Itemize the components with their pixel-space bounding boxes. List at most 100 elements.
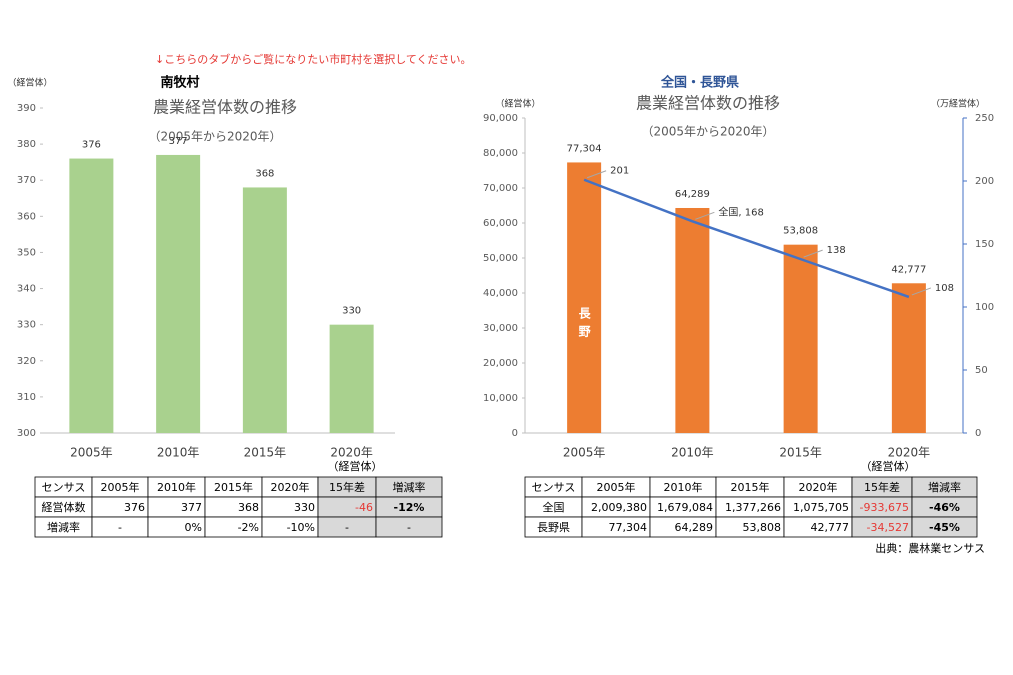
y-tick-label: 40,000: [483, 288, 518, 299]
x-tick-label: 2005年: [70, 446, 113, 460]
bar: [675, 207, 710, 433]
x-tick-label: 2010年: [157, 446, 200, 460]
table-value: 全国: [543, 500, 565, 514]
table-value: 1,075,705: [793, 501, 849, 514]
y2-tick-label: 150: [975, 239, 994, 250]
y-tick-label: 380: [17, 139, 36, 150]
line-value-label: 108: [935, 283, 954, 294]
table-value: -46%: [929, 501, 960, 514]
table-header: 2015年: [214, 480, 253, 494]
y-tick-label: 340: [17, 284, 36, 295]
x-tick-label: 2015年: [244, 446, 287, 460]
table-value: 77,304: [609, 521, 648, 534]
chart-header: 南牧村: [160, 75, 199, 91]
bar: [329, 324, 374, 433]
bar-value-label: 377: [169, 136, 188, 147]
table-value: -34,527: [867, 521, 909, 534]
table-value: 1,679,084: [657, 501, 713, 514]
y2-axis-label: （万経営体）: [931, 98, 985, 110]
bar-value-label: 42,777: [891, 264, 926, 275]
x-tick-label: 2020年: [330, 446, 373, 460]
table-value: 長野県: [537, 521, 570, 534]
table-value: -45%: [929, 521, 960, 534]
table-header: 15年差: [864, 480, 900, 494]
y2-tick-label: 200: [975, 176, 994, 187]
y-tick-label: 330: [17, 320, 36, 331]
table-unit: （経営体）: [861, 459, 916, 473]
table-value: -10%: [287, 521, 315, 534]
chart-title: 農業経営体数の推移: [636, 94, 780, 113]
line-value-label: 138: [827, 245, 846, 256]
y-tick-label: 350: [17, 247, 36, 258]
table-header: センサス: [42, 481, 86, 494]
y-tick-label: 310: [17, 392, 36, 403]
table-value: 64,289: [675, 521, 714, 534]
source: 出典：農林業センサス: [875, 541, 985, 555]
y-tick-label: 60,000: [483, 218, 518, 229]
bar: [891, 283, 926, 433]
table-header: 2020年: [271, 480, 310, 494]
table-header: 2005年: [597, 480, 636, 494]
table-value: 53,808: [743, 521, 782, 534]
bar-value-label: 64,289: [675, 189, 710, 200]
x-tick-label: 2020年: [888, 446, 931, 460]
table-value: 増減率: [47, 520, 80, 534]
table-header: 2005年: [101, 480, 140, 494]
x-tick-label: 2005年: [563, 446, 606, 460]
y-tick-label: 20,000: [483, 358, 518, 369]
y-tick-label: 360: [17, 211, 36, 222]
y2-tick-label: 100: [975, 302, 994, 313]
leader-line: [911, 287, 932, 296]
chart-subtitle: （2005年から2020年）: [148, 130, 281, 144]
table-value: -: [345, 521, 349, 534]
bar: [156, 154, 201, 433]
table-cell: [911, 516, 978, 538]
line: [583, 178, 910, 299]
y-tick-label: 10,000: [483, 393, 518, 404]
table-value: 330: [294, 501, 315, 514]
leader-line: [695, 211, 715, 220]
y2-tick-label: 50: [975, 365, 988, 376]
table-value: 2,009,380: [591, 501, 647, 514]
bar-value-label: 376: [82, 140, 101, 151]
table-value: 368: [238, 501, 259, 514]
table-value: -933,675: [860, 501, 909, 514]
line-value-label: 全国, 168: [718, 205, 763, 218]
chart-title: 農業経営体数の推移: [153, 98, 297, 117]
table-value: 376: [124, 501, 145, 514]
y-tick-label: 50,000: [483, 253, 518, 264]
y-tick-label: 390: [17, 103, 36, 114]
y2-tick-label: 0: [975, 428, 981, 439]
table-unit: （経営体）: [328, 459, 383, 473]
bar-value-label: 330: [342, 306, 361, 317]
table-header: 2020年: [799, 480, 838, 494]
table-header: 2010年: [157, 480, 196, 494]
table-value: -: [407, 521, 411, 534]
table-value: -2%: [238, 521, 259, 534]
table-cell: [375, 516, 443, 538]
table-value: 0%: [185, 521, 202, 534]
table-value: 42,777: [811, 521, 850, 534]
notice: ↓こちらのタブからご覧になりたい市町村を選択してください。: [155, 52, 472, 66]
bar-value-label: 368: [255, 168, 274, 179]
series-label: 長野: [577, 306, 591, 343]
bar: [242, 187, 287, 433]
table-header: 2015年: [731, 480, 770, 494]
bar-value-label: 53,808: [783, 226, 818, 237]
table-header: 増減率: [393, 480, 426, 494]
y-tick-label: 370: [17, 175, 36, 186]
y-axis-label: （経営体）: [495, 98, 540, 110]
table-value: 1,377,266: [725, 501, 781, 514]
y-axis-label: （経営体）: [7, 77, 52, 89]
table-value: -46: [355, 501, 373, 514]
bar: [783, 244, 818, 433]
bar: [567, 162, 602, 433]
y-tick-label: 80,000: [483, 148, 518, 159]
table-header: 2010年: [664, 480, 703, 494]
leader-line: [586, 170, 607, 179]
table-value: -12%: [394, 501, 425, 514]
y-tick-label: 70,000: [483, 183, 518, 194]
y-tick-label: 300: [17, 428, 36, 439]
x-tick-label: 2015年: [779, 446, 822, 460]
